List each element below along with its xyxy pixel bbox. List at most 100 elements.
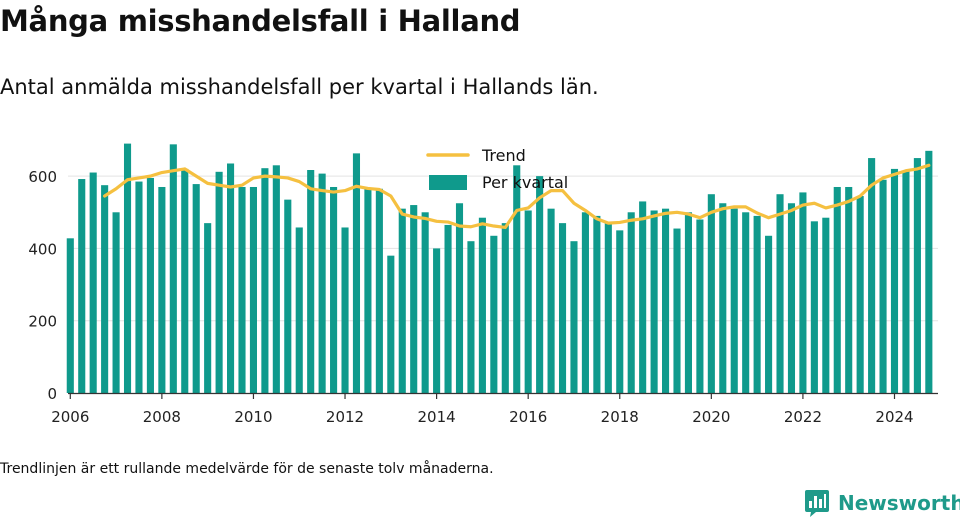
y-tick-label: 200 xyxy=(28,313,57,331)
bar xyxy=(581,212,589,393)
bar xyxy=(444,224,452,393)
bar xyxy=(902,170,910,393)
x-tick-label: 2012 xyxy=(326,408,364,426)
brand-name: Newsworthy xyxy=(838,491,960,515)
bar xyxy=(639,201,647,393)
bars xyxy=(66,143,933,393)
x-tick-label: 2018 xyxy=(601,408,639,426)
bar xyxy=(101,185,109,393)
x-tick-label: 2008 xyxy=(143,408,181,426)
bar xyxy=(433,248,441,393)
bar xyxy=(684,212,692,393)
bar xyxy=(364,188,372,393)
x-tick-label: 2006 xyxy=(51,408,89,426)
bar xyxy=(662,208,670,393)
x-tick-label: 2024 xyxy=(875,408,913,426)
bar xyxy=(284,199,292,393)
axes: 0 200 400 600 2006 2008 2010 2012 2014 2016 2018 20… xyxy=(28,168,938,426)
y-tick-label: 400 xyxy=(28,240,57,258)
bar xyxy=(627,212,635,393)
bar xyxy=(227,163,235,393)
legend: Trend Per kvartal xyxy=(426,146,568,192)
bar xyxy=(467,241,475,393)
bar xyxy=(799,192,807,393)
x-tick-label: 2022 xyxy=(784,408,822,426)
legend-trend-label: Trend xyxy=(481,146,526,165)
bar xyxy=(295,227,303,393)
bar xyxy=(123,143,132,393)
bar xyxy=(89,172,97,393)
bar xyxy=(192,184,200,393)
bar xyxy=(352,153,361,393)
bar xyxy=(650,210,658,393)
bar xyxy=(501,223,509,393)
bar xyxy=(868,158,876,393)
trend-line-group xyxy=(103,163,931,230)
legend-bar-label: Per kvartal xyxy=(482,173,568,192)
legend-bar-swatch xyxy=(429,175,467,190)
bar xyxy=(753,215,761,393)
bar xyxy=(673,228,681,393)
bar xyxy=(879,179,887,393)
bar xyxy=(238,186,246,393)
bar xyxy=(215,171,223,393)
bar xyxy=(593,215,601,393)
bar xyxy=(524,210,532,393)
bar xyxy=(78,179,86,393)
bar xyxy=(478,217,486,393)
bar xyxy=(742,212,750,393)
x-tick-label: 2016 xyxy=(509,408,547,426)
bar xyxy=(421,212,429,393)
bar xyxy=(730,208,738,393)
bar xyxy=(776,194,784,393)
bar xyxy=(158,186,166,393)
bar xyxy=(558,223,567,393)
bar xyxy=(833,186,841,393)
bar xyxy=(261,168,269,393)
bar-chart-logo-icon xyxy=(805,490,829,517)
bar xyxy=(890,168,899,393)
footnote: Trendlinjen är ett rullande medelvärde f… xyxy=(0,461,494,477)
chart-title: Många misshandelsfall i Halland xyxy=(0,4,521,38)
bar xyxy=(318,173,326,393)
bar xyxy=(249,186,257,393)
bar xyxy=(135,181,143,393)
bar xyxy=(696,219,704,393)
bar xyxy=(375,188,383,393)
x-tick-label: 2020 xyxy=(692,408,730,426)
bar xyxy=(410,205,418,393)
bar xyxy=(547,208,555,393)
bar xyxy=(387,255,395,393)
brand-logo[interactable]: Newsworthy xyxy=(804,486,960,520)
bar xyxy=(616,230,624,393)
bar xyxy=(341,227,349,393)
bar xyxy=(787,203,796,393)
bar xyxy=(707,194,715,393)
bar xyxy=(398,208,406,393)
bar xyxy=(570,241,578,393)
bar xyxy=(204,223,212,393)
y-tick-label: 0 xyxy=(47,385,57,403)
bar xyxy=(66,238,74,393)
bar xyxy=(181,168,189,393)
bar xyxy=(913,158,921,393)
bar xyxy=(536,176,544,393)
x-tick-label: 2010 xyxy=(234,408,272,426)
bar xyxy=(604,223,612,393)
bar xyxy=(112,212,120,393)
bar xyxy=(822,217,830,393)
bar xyxy=(330,186,338,393)
bar xyxy=(719,203,727,393)
bar xyxy=(307,170,315,393)
bar xyxy=(810,221,818,393)
bar xyxy=(455,203,464,393)
chart-subtitle: Antal anmälda misshandelsfall per kvarta… xyxy=(0,75,599,99)
bar xyxy=(169,144,177,393)
bar xyxy=(845,186,853,393)
trend-line xyxy=(103,163,931,230)
bar xyxy=(925,150,933,393)
bar-chart: 0 200 400 600 2006 2008 2010 2012 2014 2016 2018 20… xyxy=(28,143,938,426)
bar xyxy=(513,165,521,393)
x-tick-label: 2014 xyxy=(418,408,456,426)
bar xyxy=(146,177,154,393)
